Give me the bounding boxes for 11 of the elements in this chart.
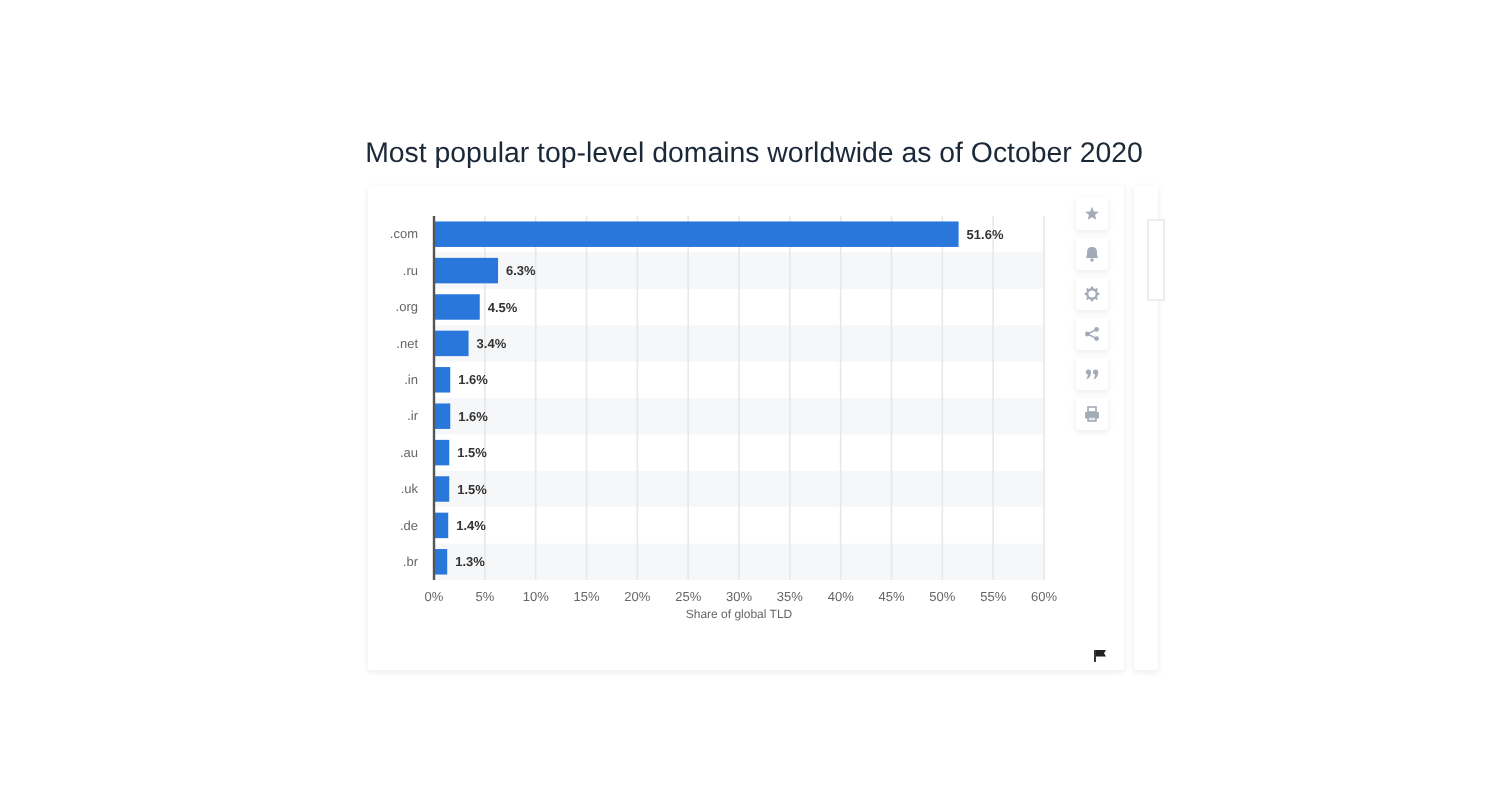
bar bbox=[434, 294, 480, 320]
bar bbox=[434, 367, 451, 393]
bar bbox=[434, 257, 499, 284]
bar bbox=[434, 549, 448, 575]
bar bbox=[434, 403, 451, 429]
bar bbox=[434, 439, 450, 466]
bar bbox=[434, 330, 469, 357]
chart-title: Most popular top-level domains worldwide as of October 2020 bbox=[365, 138, 1143, 170]
bar bbox=[434, 512, 449, 539]
bar bbox=[434, 221, 959, 247]
bar bbox=[434, 476, 450, 502]
